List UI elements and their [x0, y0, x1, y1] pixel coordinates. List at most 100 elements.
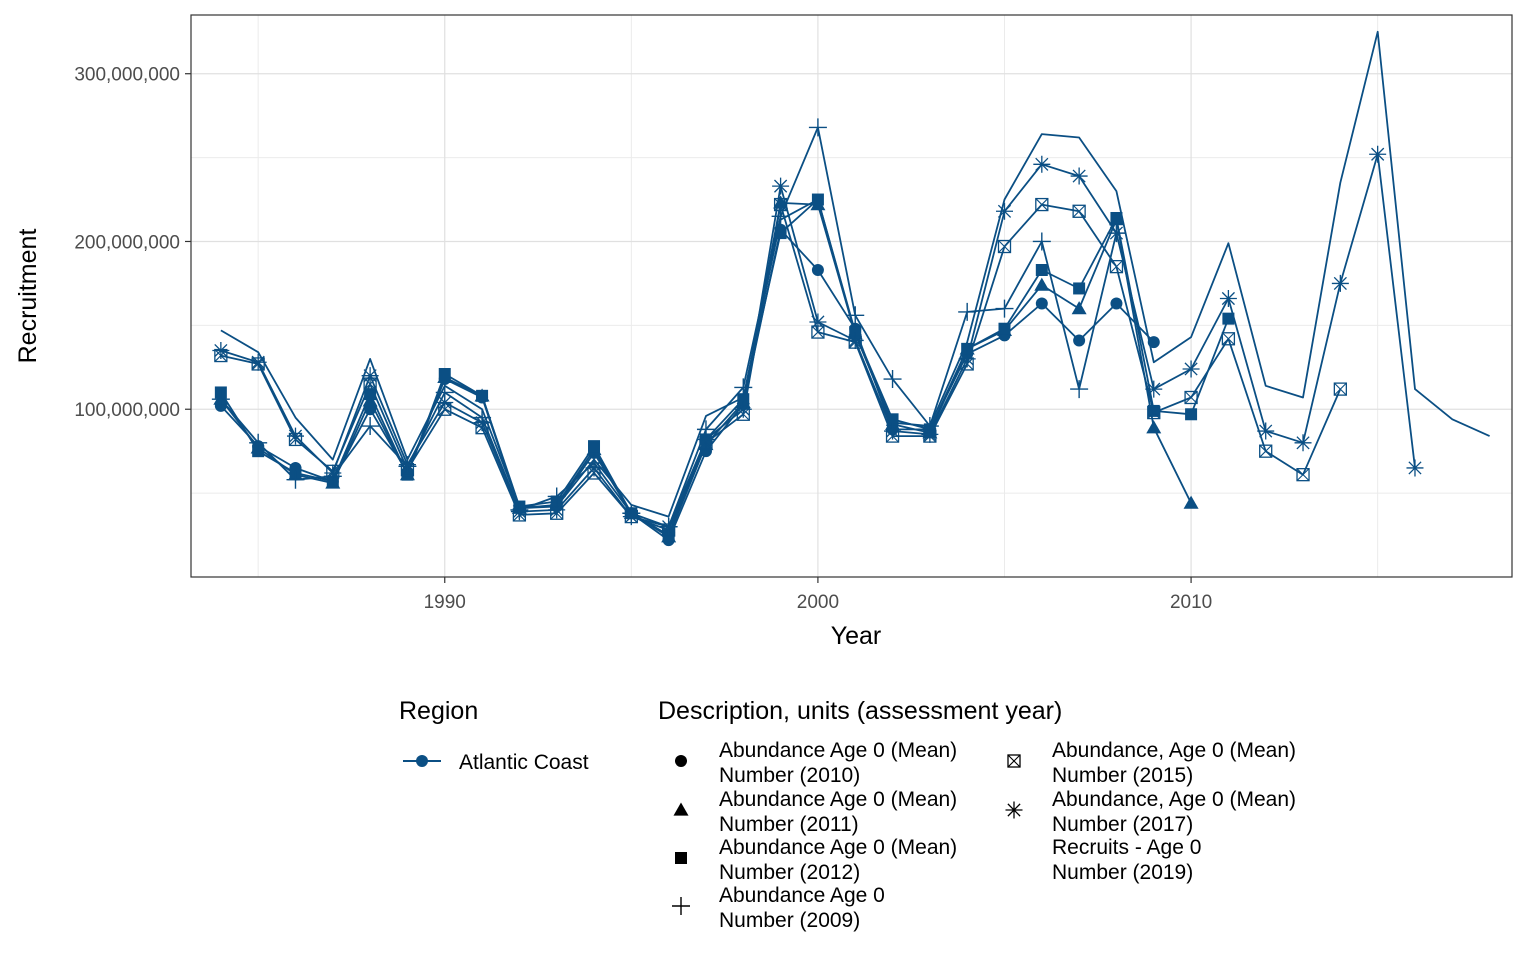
data-point-square [774, 227, 787, 240]
region-legend-key-point [416, 755, 428, 767]
legend-key-circle [675, 755, 687, 767]
y-tick-label: 300,000,000 [74, 65, 180, 86]
legend-item-label: Abundance, Age 0 (Mean) [1052, 788, 1296, 811]
series-points [211, 118, 1424, 547]
data-point-square [737, 393, 750, 406]
data-point-asterisk [1033, 155, 1051, 173]
data-point-asterisk [1331, 274, 1349, 292]
data-point-plus [808, 118, 827, 137]
data-point-asterisk [361, 367, 379, 385]
data-point-boxx [1184, 390, 1198, 405]
panel-border [190, 14, 1513, 578]
data-point-triangle [773, 195, 789, 209]
data-point-boxx [1296, 468, 1310, 482]
data-point-triangle [1183, 495, 1199, 509]
legend-item-sublabel: Number (2019) [1052, 861, 1193, 884]
data-point-boxx [1259, 444, 1273, 458]
data-point-boxx [1035, 197, 1049, 212]
data-point-circle [1035, 297, 1048, 310]
data-point-plus [995, 299, 1014, 318]
data-point-asterisk [921, 425, 939, 443]
x-axis: 1990 2000 2010 [424, 577, 1212, 613]
legend-item-label: Abundance Age 0 [719, 884, 885, 907]
data-point-asterisk [1369, 145, 1387, 163]
data-point-asterisk [622, 508, 640, 526]
legend-item-sublabel: Number (2011) [719, 813, 859, 836]
data-point-asterisk [249, 353, 267, 371]
data-point-circle [811, 263, 824, 276]
legend-item-sublabel: Number (2015) [1052, 764, 1193, 787]
x-tick-label: 1990 [424, 592, 466, 613]
x-axis-label: Year [831, 622, 882, 650]
legend-item-label: Abundance Age 0 (Mean) [719, 739, 957, 762]
data-point-boxx [1147, 405, 1161, 420]
data-point-boxx [997, 239, 1012, 254]
data-point-square [1110, 211, 1123, 224]
data-point-plus [846, 306, 865, 325]
data-point-asterisk [660, 518, 678, 536]
data-point-boxx [1072, 204, 1086, 218]
data-point-asterisk [995, 202, 1013, 220]
data-point-plus [211, 390, 230, 409]
data-point-asterisk [398, 456, 416, 474]
legend-item-sublabel: Number (2010) [719, 764, 860, 787]
data-point-triangle [1034, 277, 1050, 291]
data-point-asterisk [1182, 360, 1200, 378]
legend-key-triangle [673, 802, 689, 816]
data-point-asterisk [436, 394, 454, 412]
data-point-plus [1032, 232, 1051, 251]
data-point-square [476, 389, 489, 402]
x-tick-label: 2000 [797, 592, 839, 613]
data-point-boxx [1221, 332, 1236, 346]
description-legend: Description, units (assessment year) Abu… [658, 697, 1296, 932]
data-point-asterisk [1294, 434, 1312, 452]
data-point-asterisk [1145, 380, 1163, 398]
data-point-square [364, 388, 377, 401]
x-tick-label: 2010 [1170, 592, 1212, 613]
data-point-boxx [1333, 382, 1347, 396]
data-point-plus [249, 433, 268, 452]
data-point-asterisk [1406, 459, 1424, 477]
data-point-asterisk [846, 331, 864, 349]
data-point-square [1222, 312, 1235, 325]
legend-item-sublabel: Number (2012) [719, 861, 860, 884]
legend-key-boxx [1007, 754, 1021, 768]
data-point-asterisk [1070, 167, 1088, 185]
region-legend: Region Atlantic Coast [399, 697, 589, 774]
data-point-plus [958, 302, 977, 321]
data-point-square [998, 322, 1011, 335]
data-point-square [886, 413, 899, 426]
data-point-asterisk [884, 422, 902, 440]
data-point-asterisk [809, 313, 827, 331]
grid-lines [191, 15, 1512, 577]
legend-item-sublabel: Number (2009) [719, 909, 860, 932]
legend-key-plus [672, 897, 690, 915]
data-point-plus [1070, 380, 1089, 399]
data-point-square [1035, 263, 1048, 276]
data-point-square [588, 440, 601, 453]
region-legend-title: Region [399, 697, 478, 725]
data-point-square [1147, 404, 1160, 417]
data-point-square [811, 193, 824, 206]
data-point-asterisk [473, 414, 491, 432]
data-point-square [438, 368, 451, 381]
data-point-asterisk [324, 464, 342, 482]
legend-item-sublabel: Number (2017) [1052, 813, 1193, 836]
data-point-asterisk [585, 459, 603, 477]
legend-item-label: Abundance Age 0 (Mean) [719, 836, 957, 859]
y-tick-label: 200,000,000 [74, 232, 180, 253]
data-point-asterisk [697, 430, 715, 448]
legend-item-label: Recruits - Age 0 [1052, 836, 1201, 859]
data-point-square [1185, 408, 1198, 421]
data-point-asterisk [1107, 224, 1125, 242]
data-point-asterisk [958, 350, 976, 368]
data-point-square [961, 342, 974, 355]
data-point-square [1073, 282, 1086, 295]
data-point-plus [883, 370, 902, 389]
data-point-asterisk [510, 503, 528, 521]
data-point-asterisk [1219, 290, 1237, 308]
series-line-square [220, 198, 1230, 536]
data-point-circle [1073, 334, 1086, 347]
region-legend-item-label: Atlantic Coast [459, 751, 589, 774]
